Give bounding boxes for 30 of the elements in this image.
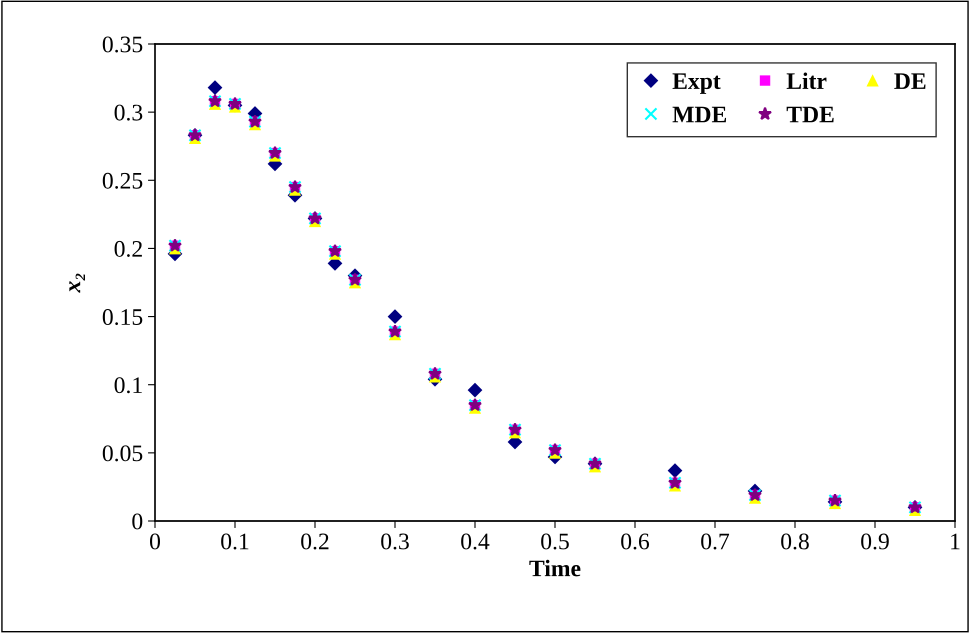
legend-label: Expt: [672, 73, 721, 94]
x-axis-title: Time: [529, 560, 580, 576]
x-tick-label: 0.8: [781, 533, 809, 550]
x-tick-label: 0.7: [701, 533, 730, 550]
x-tick-label: 1: [951, 534, 960, 550]
x-tick-label: 0.5: [541, 533, 569, 550]
y-tick-label: 0: [132, 513, 142, 530]
legend-label: TDE: [786, 106, 834, 122]
x-tick-label: 0.2: [301, 533, 328, 550]
y-tick-label: 0.05: [102, 445, 142, 462]
x-tick-label: 0.4: [461, 533, 490, 550]
y-tick-label: 0.35: [102, 36, 142, 53]
x-tick-label: 0.6: [621, 533, 650, 550]
y-axis-title: x₂: [69, 274, 85, 293]
x-tick-label: 0.3: [381, 533, 409, 550]
point: [668, 463, 682, 478]
y-tick-label: 0.1: [114, 377, 142, 394]
y-tick-label: 0.25: [102, 172, 142, 189]
legend-label: DE: [894, 73, 926, 89]
legend-label: MDE: [672, 106, 726, 122]
point: [388, 309, 402, 324]
x-tick-label: 0: [150, 533, 160, 550]
x-tick-label: 0.1: [221, 533, 248, 550]
legend-label: Litr: [786, 72, 826, 90]
point: [468, 382, 482, 398]
point: [208, 80, 222, 95]
x-tick-label: 0.9: [861, 533, 889, 550]
y-tick-label: 0.2: [114, 240, 142, 257]
y-tick-label: 0.3: [114, 104, 142, 121]
y-tick-label: 0.15: [102, 309, 142, 326]
